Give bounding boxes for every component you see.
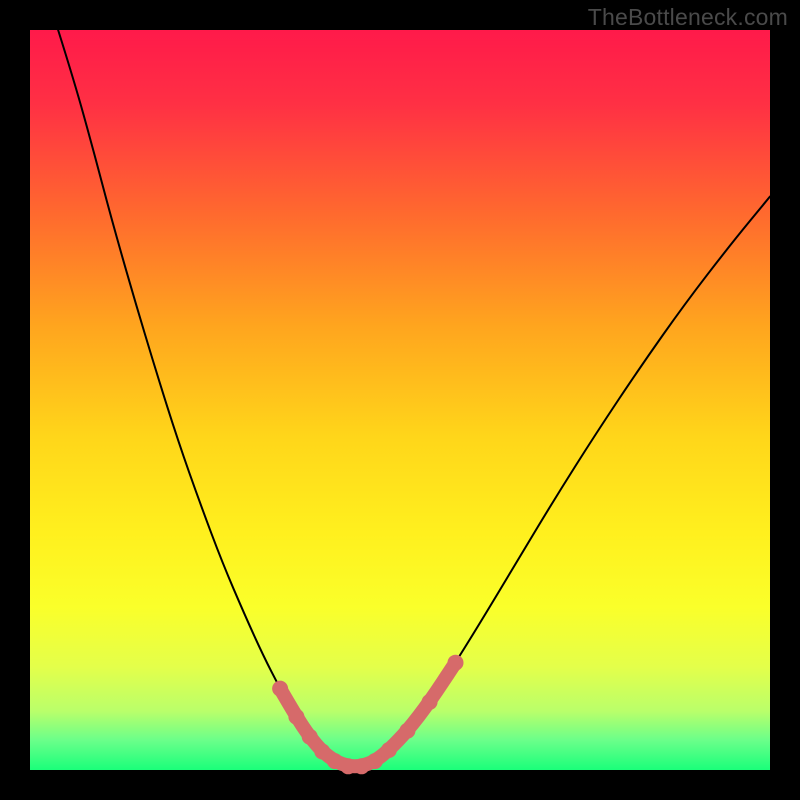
bottleneck-chart [0, 0, 800, 800]
marker-dot [381, 742, 397, 758]
marker-dot [399, 723, 415, 739]
plot-area [30, 30, 770, 770]
marker-dot [314, 744, 330, 760]
marker-dot [422, 694, 438, 710]
watermark-text: TheBottleneck.com [588, 4, 788, 31]
marker-dot [367, 753, 383, 769]
marker-dot [302, 729, 318, 745]
chart-container: TheBottleneck.com [0, 0, 800, 800]
marker-dot [448, 655, 464, 671]
marker-dot [288, 709, 304, 725]
marker-dot [272, 681, 288, 697]
